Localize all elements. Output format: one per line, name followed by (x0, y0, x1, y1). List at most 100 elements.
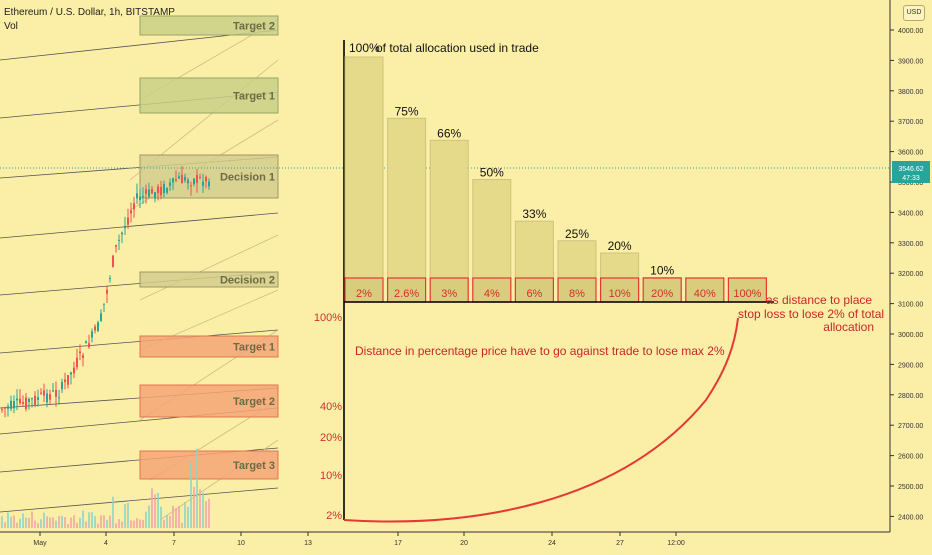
volume-bar (127, 502, 129, 528)
price-tick-label: 3400.00 (898, 210, 923, 217)
candle-body (166, 188, 168, 193)
candle-body (151, 189, 153, 194)
candle-body (49, 394, 51, 400)
price-tick-label: 3800.00 (898, 89, 923, 96)
volume-bar (193, 486, 195, 528)
time-tick-label: 17 (394, 540, 402, 547)
time-tick-label: May (33, 540, 47, 547)
allocation-label: 25% (565, 227, 589, 241)
candle-body (64, 379, 66, 383)
volume-bar (196, 448, 198, 528)
candle-body (163, 183, 165, 194)
volume-bar (37, 523, 39, 528)
volume-bar (169, 515, 171, 528)
trend-line (0, 212, 279, 239)
time-tick-label: 7 (172, 540, 176, 547)
volume-bar (175, 508, 177, 528)
candle-body (82, 355, 84, 359)
candle-body (100, 313, 102, 321)
volume-bar (106, 519, 108, 528)
zone-box[interactable] (139, 271, 279, 288)
volume-bar (118, 519, 120, 528)
volume-bar (55, 520, 57, 528)
candle-body (7, 406, 9, 409)
candle-body (97, 322, 99, 332)
time-tick-label: 27 (616, 540, 624, 547)
zone-box[interactable] (139, 384, 279, 418)
time-tick-label: 4 (104, 540, 108, 547)
currency-button[interactable]: USD (903, 5, 925, 21)
volume-bar (43, 512, 45, 528)
volume-bar (124, 504, 126, 528)
symbol-title[interactable]: Ethereum / U.S. Dollar, 1h, BITSTAMP (4, 7, 175, 18)
candle-body (10, 400, 12, 409)
volume-bar (109, 515, 111, 528)
price-tick-label: 2600.00 (898, 454, 923, 461)
candle-body (190, 185, 192, 187)
loss-curve: 100% 40% 20% 10% 2% (314, 312, 739, 523)
price-tick-label: 3100.00 (898, 302, 923, 309)
curve-axis-label: 100% (314, 312, 342, 324)
zone-box[interactable] (139, 450, 279, 480)
candle-body (178, 176, 180, 179)
candle-body (25, 397, 27, 409)
stop-distance-label: 10% (609, 288, 631, 300)
candle-body (139, 196, 141, 201)
volume-bar (10, 516, 12, 528)
candle-body (4, 407, 6, 409)
volume-bar (187, 506, 189, 528)
time-tick-label: 20 (460, 540, 468, 547)
zone-box[interactable] (139, 335, 279, 358)
candle-body (46, 393, 48, 403)
price-tick-label: 3200.00 (898, 271, 923, 278)
allocation-label: 33% (522, 207, 546, 221)
volume-label[interactable]: Vol (4, 21, 18, 32)
right-annotation-line2: stop loss to lose 2% of total (738, 307, 884, 321)
curve-axis-label: 10% (320, 470, 342, 482)
volume-bar (145, 511, 147, 528)
volume-bar (166, 515, 168, 528)
candle-body (148, 189, 150, 197)
zone-box[interactable] (139, 15, 279, 36)
candle-body (115, 245, 117, 247)
zone-label: Target 2 (233, 21, 275, 33)
candle-body (1, 409, 3, 411)
allocation-bar (387, 117, 427, 303)
volume-bar (7, 512, 9, 528)
trend-line (0, 487, 279, 513)
stop-distance-label: 2% (356, 288, 372, 300)
allocation-label: 20% (608, 239, 632, 253)
candle-body (136, 193, 138, 199)
volume-bar (148, 505, 150, 528)
zone-label: Target 3 (233, 460, 275, 472)
zone-box[interactable] (139, 77, 279, 114)
candle-body (58, 397, 60, 399)
bar-countdown: 47:33 (902, 175, 920, 182)
price-tick-label: 3900.00 (898, 58, 923, 65)
candle-body (76, 357, 78, 368)
volume-bar (154, 494, 156, 528)
price-tick-label: 3000.00 (898, 332, 923, 339)
volume-bar (115, 523, 117, 528)
candles (1, 166, 210, 418)
price-axis: 4000.00 3900.00 3800.00 3700.00 3600.00 3500.… (889, 0, 930, 532)
right-annotation-line1: as distance to place (766, 293, 872, 307)
volume-bar (94, 516, 96, 528)
volume-bar (88, 512, 90, 528)
volume-bar (121, 521, 123, 528)
stop-distance-label: 100% (733, 288, 761, 300)
volume-bars (1, 448, 210, 528)
stop-distance-label: 20% (651, 288, 673, 300)
volume-bar (199, 489, 201, 528)
volume-bar (151, 488, 153, 528)
candle-body (193, 178, 195, 185)
volume-bar (103, 515, 105, 528)
candle-body (172, 178, 174, 183)
candle-body (199, 176, 201, 178)
volume-bar (133, 520, 135, 528)
time-axis: May 4 7 10 13 17 20 24 27 12:00 (0, 531, 890, 547)
candle-body (34, 395, 36, 405)
candle-body (118, 239, 120, 241)
zones: Target 2 Target 1 Decision 1 Decision 2 Targ… (139, 15, 279, 480)
